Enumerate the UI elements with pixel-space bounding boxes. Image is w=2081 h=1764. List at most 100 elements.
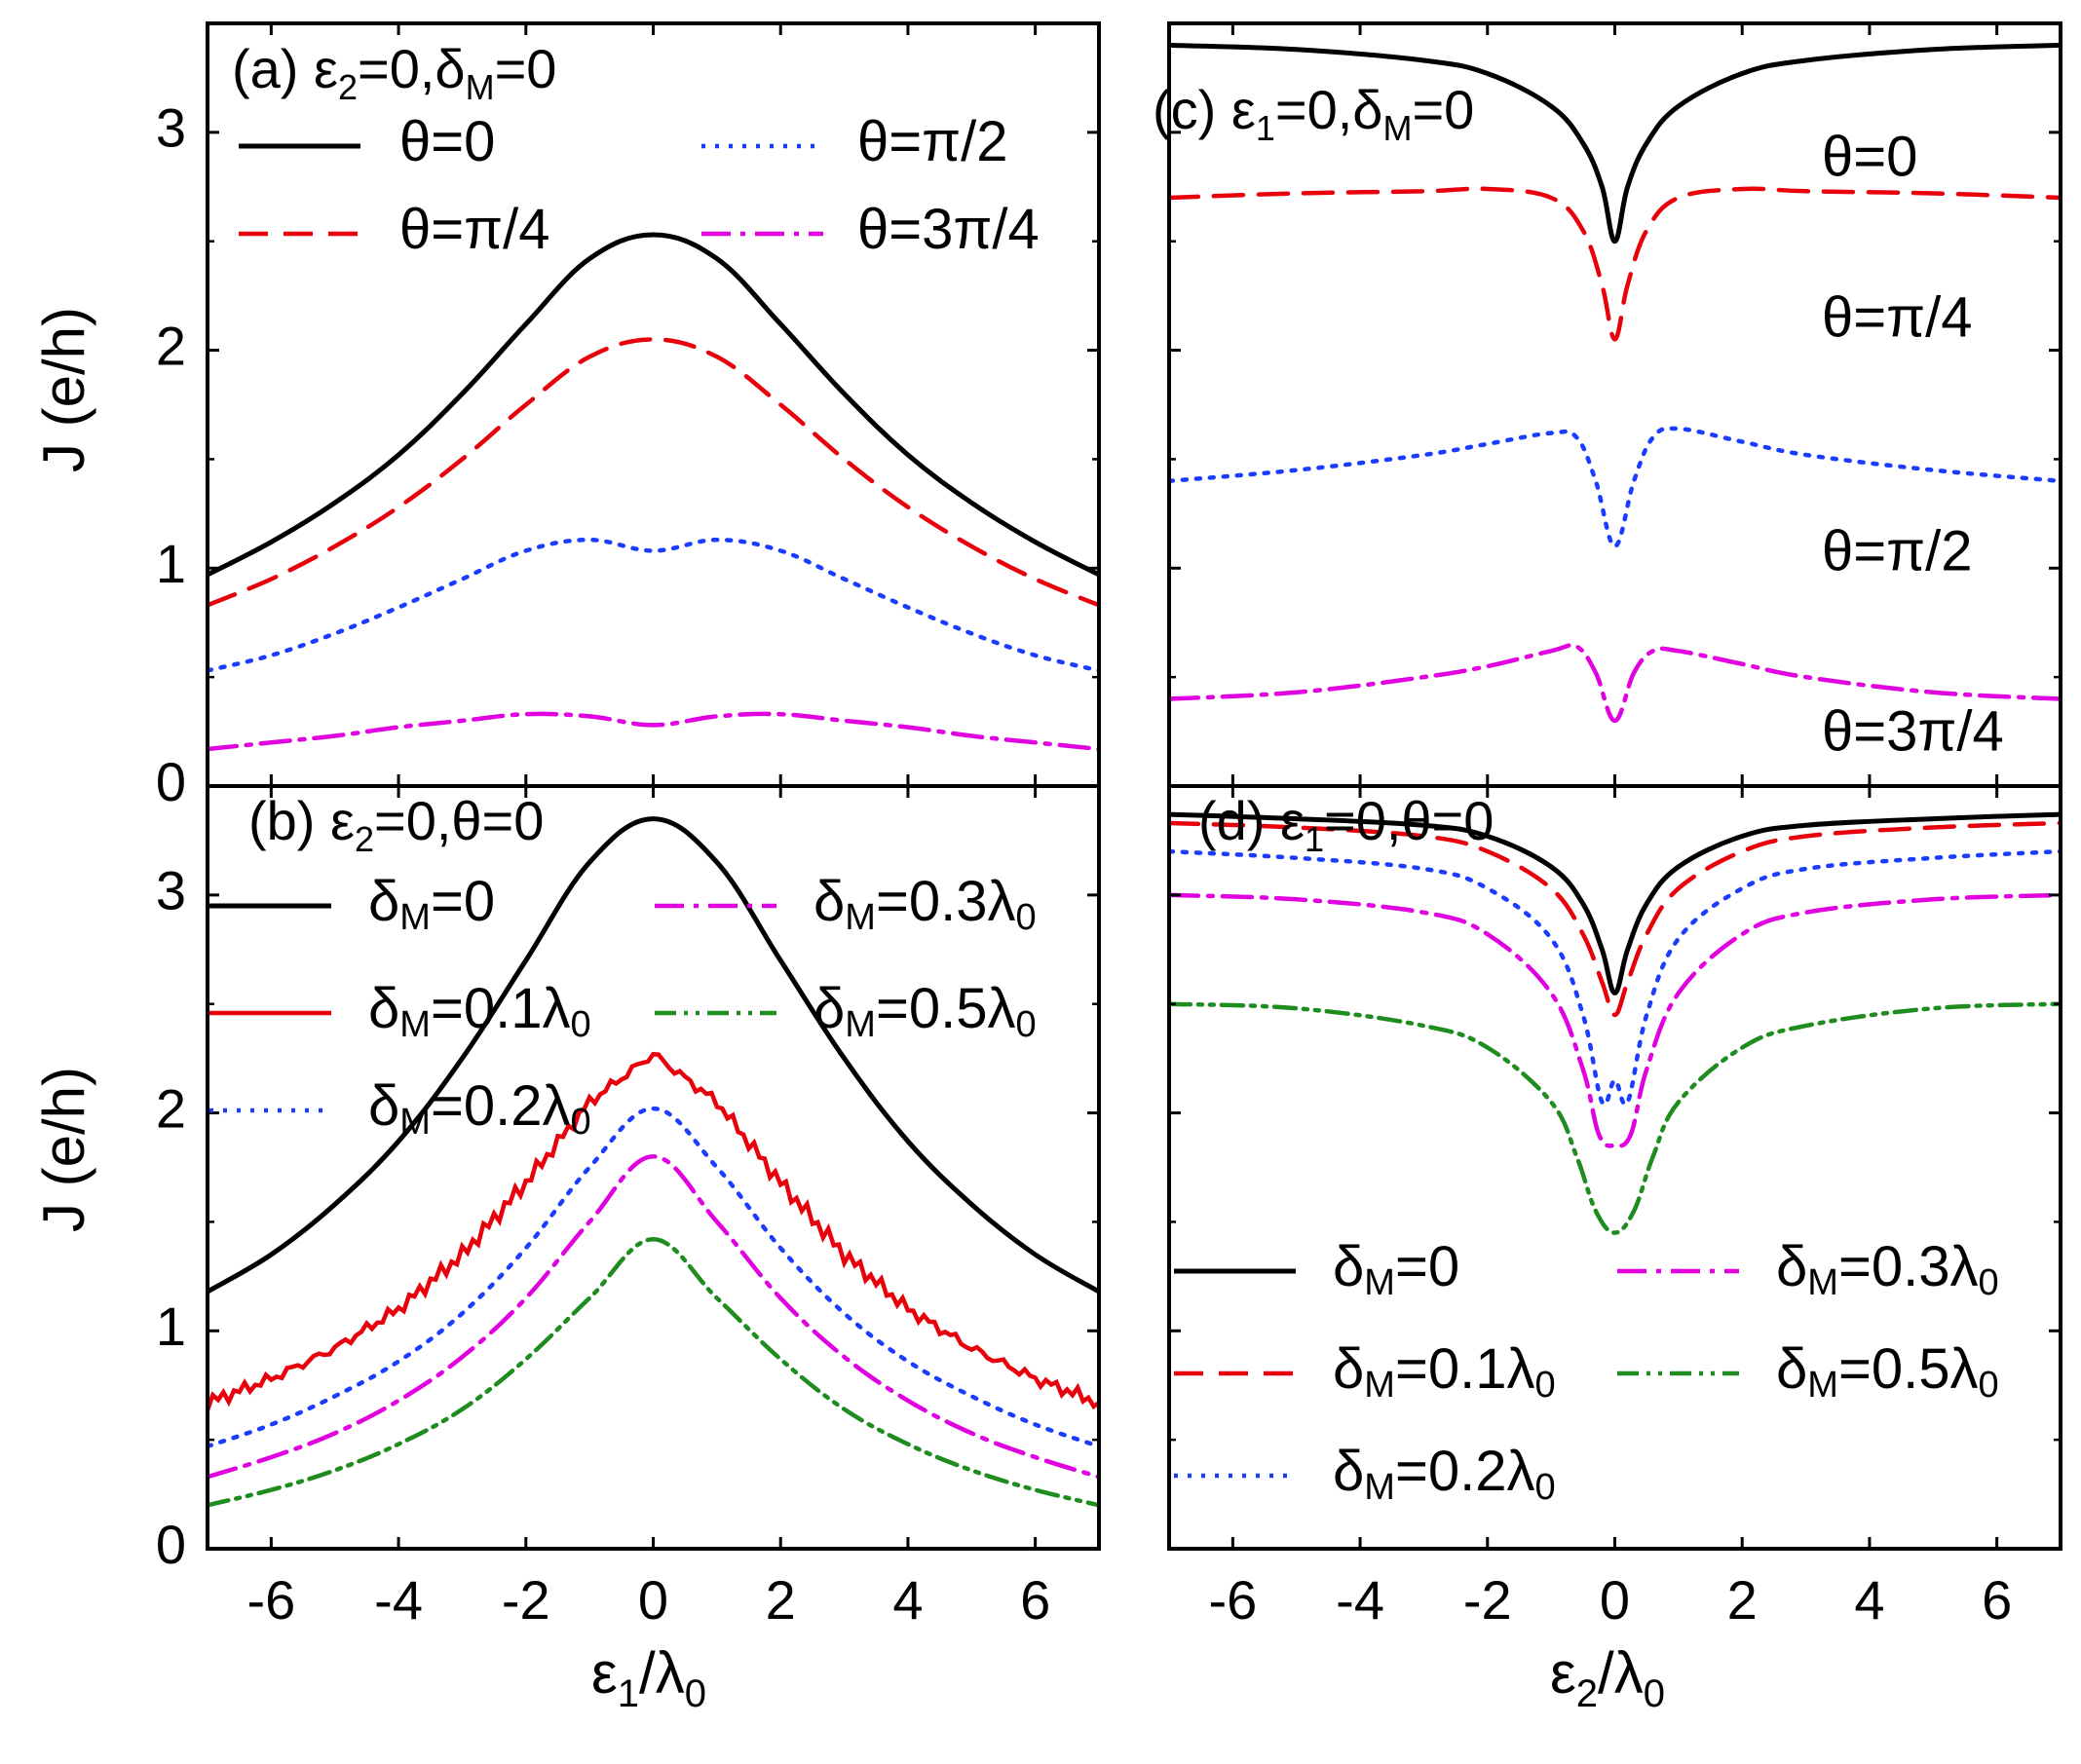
panel-c-annotation: θ=π/2 [1822, 519, 1973, 582]
panel-a-legend-label: θ=0 [399, 110, 495, 173]
panel-d-legend-label-glyph: λ [1949, 1235, 1978, 1298]
x-axis-label-right-denominator: /λ [1598, 1640, 1644, 1706]
panel-title-text: =0, [1275, 79, 1352, 140]
panel-a-legend-label: θ=π/4 [399, 198, 550, 261]
panel-c-title: (c) ε1​=0,δM​=0 [1153, 79, 1474, 148]
panel-b-legend-label-text: =0.2 [431, 1074, 543, 1138]
panel-b-legend-label-glyph: λ [542, 1074, 570, 1138]
panel-b-legend-label-subscript: M [399, 897, 431, 938]
panel-d-legend-label-glyph: δ [1333, 1337, 1364, 1401]
panel-a-legend-label-text: θ=π/2 [857, 110, 1008, 173]
y-axis-label-top: J (e/h) [31, 307, 96, 472]
panel-title-glyph: ε [330, 790, 355, 851]
panel-d-legend-label: δM​=0.2λ0​ [1333, 1440, 1556, 1508]
panel-title-text: =0, [358, 38, 435, 99]
panel-b-legend-label-subscript: M [845, 1004, 876, 1045]
x-axis-label-left: ε1/λ0 [591, 1640, 706, 1715]
panel-title-text: =0,θ=0 [1324, 790, 1494, 851]
panel-a-legend-label-text: θ=3π/4 [857, 198, 1040, 261]
panel-b-legend-label-subscript: 0 [1015, 897, 1036, 938]
panel-b-legend-label-subscript: 0 [570, 1004, 590, 1045]
panel-b-x-tick-label: 0 [638, 1569, 668, 1631]
panel-c-series-line-3-4 [1169, 643, 2061, 724]
panel-title-glyph: δ [1352, 79, 1382, 140]
panel-b-legend-label: δM​=0.3λ0​ [813, 870, 1037, 938]
x-axis-label-right-main: ε [1550, 1640, 1576, 1706]
panel-b-legend-label: δM​=0.2λ0​ [368, 1074, 591, 1143]
panel-b-y-tick-label: 0 [156, 1514, 186, 1575]
panel-b-legend-label-glyph: δ [813, 977, 845, 1040]
panel-b-x-tick-label: -6 [246, 1569, 295, 1631]
panel-b-legend-label: δM​=0.5λ0​ [813, 977, 1037, 1045]
panel-b-x-tick-label: 6 [1020, 1569, 1050, 1631]
panel-b-title: (b) ε2​=0,θ=0 [248, 790, 544, 859]
panel-d-legend-label-text: =0.5 [1838, 1337, 1950, 1401]
panel-d-x-tick-label: 6 [1982, 1569, 2012, 1631]
panel-d-legend-label-subscript: 0 [1534, 1467, 1555, 1508]
panel-d-legend-label-text: =0 [1395, 1235, 1459, 1298]
panel-title-subscript: 2 [355, 819, 374, 859]
panel-d-legend-label-subscript: M [1807, 1262, 1838, 1303]
panel-b-y-tick-label: 1 [156, 1295, 186, 1357]
panel-a-legend: θ=0 θ=π/4 θ=π/2 θ=3π/4 [239, 110, 1040, 261]
panel-d-legend-label-glyph: λ [1949, 1337, 1978, 1401]
panel-d-x-tick-label: -6 [1208, 1569, 1257, 1631]
panel-b-series [208, 816, 1099, 1508]
panel-d-legend-label-subscript: M [1364, 1262, 1395, 1303]
panel-c-annotation: θ=π/4 [1822, 285, 1973, 349]
panel-b-legend-label-glyph: δ [813, 870, 845, 933]
panel-d-series [1169, 811, 2061, 1235]
panel-b-x-tick-label: -2 [502, 1569, 550, 1631]
panel-title-subscript: M [466, 67, 495, 107]
panel-title-text: (d) [1198, 790, 1280, 851]
panel-d-legend-label-subscript: M [1807, 1365, 1838, 1406]
panel-c-annotation: θ=3π/4 [1822, 699, 2004, 763]
panel-b-y-tick-label: 2 [156, 1077, 186, 1139]
panel-d-x-tick-label: 0 [1600, 1569, 1630, 1631]
panel-d-legend-label: δM​=0.3λ0​ [1776, 1235, 1999, 1303]
panel-d-series-line-m-0-1-0 [1169, 820, 2061, 1018]
panel-c-series-line-4 [1169, 186, 2061, 342]
panel-c-series [1169, 42, 2061, 724]
x-axis-label-right-sub: 2 [1576, 1672, 1598, 1715]
panel-d-x-tick-label: -2 [1463, 1569, 1512, 1631]
panel-a-y-tick-label: 1 [156, 533, 186, 594]
panel-b-legend-label-text: =0 [431, 870, 495, 933]
panel-b-x-tick-label: -4 [374, 1569, 423, 1631]
y-axis-label-bottom: J (e/h) [31, 1067, 96, 1232]
panel-d-series-line-m-0-3-0 [1169, 892, 2061, 1148]
panel-d-series-line-m-0-5-0 [1169, 1001, 2061, 1235]
panel-title-glyph: ε [1231, 79, 1256, 140]
panel-a-series-line-0 [208, 232, 1099, 578]
panel-d-legend-label: δM​=0.5λ0​ [1776, 1337, 1999, 1406]
panel-d-legend-label-text: =0.1 [1395, 1337, 1507, 1401]
panel-b-legend-label-glyph: λ [987, 870, 1015, 933]
panel-a-series-line-3-4 [208, 711, 1099, 752]
panel-a-series [208, 232, 1099, 752]
panel-d-legend-label-glyph: δ [1333, 1440, 1364, 1503]
panel-b-legend-label-subscript: M [399, 1004, 431, 1045]
panel-title-subscript: 1 [1256, 108, 1275, 148]
panel-b-legend-label-text: =0.3 [876, 870, 988, 933]
panel-b-series-line-m-0-3-0 [208, 1154, 1099, 1480]
panel-d-x-tick-label: 2 [1727, 1569, 1758, 1631]
panel-d-legend-label-subscript: M [1364, 1365, 1395, 1406]
panel-b-legend-label-glyph: λ [542, 977, 570, 1040]
panel-b-legend-label-glyph: δ [368, 1074, 399, 1138]
panel-d-legend-label-glyph: δ [1776, 1235, 1807, 1298]
panel-b-legend-label-text: =0.1 [431, 977, 543, 1040]
panel-b-x-tick-label: 4 [892, 1569, 923, 1631]
panel-a-y-tick-label: 3 [156, 97, 186, 159]
panel-d-legend: δM​=0 δM​=0.1λ0​ δM​=0.2λ0​ δM​=0.3λ0​ δM​=0… [1174, 1235, 1999, 1508]
panel-title-subscript: 1 [1305, 819, 1324, 859]
panel-d-legend-label-subscript: 0 [1534, 1365, 1555, 1406]
panel-d-legend-label-glyph: λ [1506, 1440, 1534, 1503]
panel-a-legend-label: θ=π/2 [857, 110, 1008, 173]
panel-d-x-tick-label: 4 [1854, 1569, 1884, 1631]
panel-d-series-line-m-0 [1169, 811, 2061, 996]
x-axis-label-left-sub: 1 [618, 1672, 639, 1715]
panel-a-legend-label-text: θ=0 [399, 110, 495, 173]
